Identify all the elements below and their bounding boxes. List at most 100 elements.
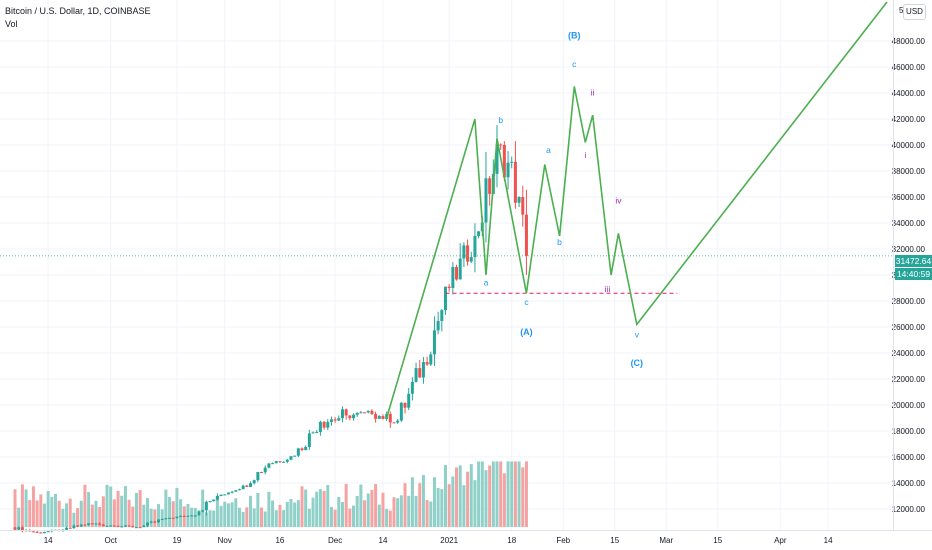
candle-body <box>418 368 422 378</box>
candle-body <box>274 461 278 464</box>
candle-body <box>219 494 223 496</box>
volume-bar <box>488 465 492 527</box>
wave-label[interactable]: a <box>484 277 489 287</box>
candle-body <box>506 162 510 178</box>
price-tick-label: 32000.00 <box>892 245 926 254</box>
candle-body <box>510 161 514 163</box>
wave-label[interactable]: v <box>635 329 640 339</box>
volume-bar <box>197 510 201 527</box>
wave-label[interactable]: c <box>572 59 577 69</box>
wave-label[interactable]: b <box>498 115 503 125</box>
wave-label[interactable]: iv <box>615 196 622 206</box>
candle-body <box>105 525 109 527</box>
currency-button[interactable]: USD <box>903 4 926 20</box>
candle-body <box>212 499 216 502</box>
wave-label[interactable]: (C) <box>631 358 644 368</box>
volume-indicator-label[interactable]: Vol <box>5 19 18 29</box>
volume-bar <box>226 503 230 527</box>
wave-label[interactable]: iii <box>605 284 611 294</box>
volume-bar <box>289 498 293 527</box>
wave-label[interactable]: (A) <box>520 327 533 337</box>
volume-bar <box>123 486 127 527</box>
wave-label[interactable]: b <box>557 237 562 247</box>
candle-body <box>241 485 245 490</box>
candle-body <box>271 463 275 465</box>
candle-body <box>230 491 234 493</box>
volume-bar <box>282 510 286 527</box>
candle-body <box>226 492 230 495</box>
volume-bar <box>46 491 50 527</box>
price-tick-label: 46000.00 <box>892 63 926 72</box>
time-tick-label: Mar <box>659 536 673 545</box>
time-tick-label: 15 <box>713 536 722 545</box>
candle-body <box>377 416 381 419</box>
volume-bar <box>149 508 153 527</box>
wave-label[interactable]: a <box>546 145 551 155</box>
candle-body <box>318 421 322 432</box>
volume-bar <box>201 489 205 527</box>
volume-bar <box>105 484 109 527</box>
candle-body <box>333 419 337 421</box>
candle-body <box>392 422 396 424</box>
volume-bar <box>458 465 462 527</box>
wave-label[interactable]: i <box>584 150 586 160</box>
volume-bar <box>274 510 278 527</box>
volume-bar <box>193 507 197 527</box>
volume-bar <box>340 502 344 527</box>
volume-bar <box>473 480 477 527</box>
time-tick-label: 14 <box>824 536 833 545</box>
candle-body <box>35 531 39 533</box>
candle-body <box>171 517 175 519</box>
price-tick-label: 40000.00 <box>892 141 926 150</box>
candle-body <box>399 402 403 421</box>
candle-body <box>484 178 488 223</box>
candle-body <box>204 501 208 511</box>
time-axis[interactable]: 14 Oct 19 Nov 16 Dec 14 2021 18 Feb 15 Mar 15 Apr 14 <box>44 536 833 545</box>
candle-body <box>444 286 447 311</box>
volume-bar <box>267 491 271 527</box>
candle-body <box>160 519 164 521</box>
volume-bar <box>208 510 212 527</box>
chart-legend: Bitcoin / U.S. Dollar, 1D, COINBASE Vol <box>5 5 151 31</box>
symbol-title[interactable]: Bitcoin / U.S. Dollar, 1D, COINBASE <box>5 6 151 16</box>
candle-body <box>455 267 459 280</box>
price-tick-label: 24000.00 <box>892 349 926 358</box>
candle-body <box>477 231 481 236</box>
candle-body <box>388 414 392 423</box>
wave-label[interactable]: c <box>524 297 529 307</box>
volume-bar <box>513 461 517 527</box>
volume-bar <box>215 495 219 527</box>
candle-body <box>116 525 120 527</box>
candle-body <box>256 472 260 481</box>
elliott-wave-path[interactable] <box>385 1 888 419</box>
volume-bar <box>234 498 238 527</box>
candle-body <box>123 525 127 527</box>
price-tick-label: 12000.00 <box>892 505 926 514</box>
volume-bar <box>469 464 473 527</box>
time-tick-label: 2021 <box>440 536 458 545</box>
candle-body <box>87 523 91 525</box>
candle-body <box>190 515 194 517</box>
wave-label[interactable]: ii <box>591 88 595 98</box>
volume-bar <box>24 489 28 527</box>
candle-body <box>201 510 205 512</box>
candle-body <box>109 525 113 527</box>
volume-bar <box>374 484 378 527</box>
volume-bar <box>403 483 407 527</box>
volume-bar <box>502 473 506 527</box>
candle-body <box>289 456 293 460</box>
candle-body <box>112 525 116 527</box>
wave-label[interactable]: (B) <box>568 30 581 40</box>
price-tick-label: 44000.00 <box>892 89 926 98</box>
candle-body <box>300 448 304 451</box>
volume-bar <box>396 498 400 527</box>
candle-body <box>208 501 212 503</box>
candle-body <box>488 178 492 194</box>
volume-bar <box>127 499 131 527</box>
volume-bar <box>83 484 87 527</box>
volume-bar <box>432 477 436 527</box>
time-tick-label: Nov <box>218 536 232 545</box>
volume-bar <box>252 508 256 527</box>
volume-bar <box>171 501 175 527</box>
